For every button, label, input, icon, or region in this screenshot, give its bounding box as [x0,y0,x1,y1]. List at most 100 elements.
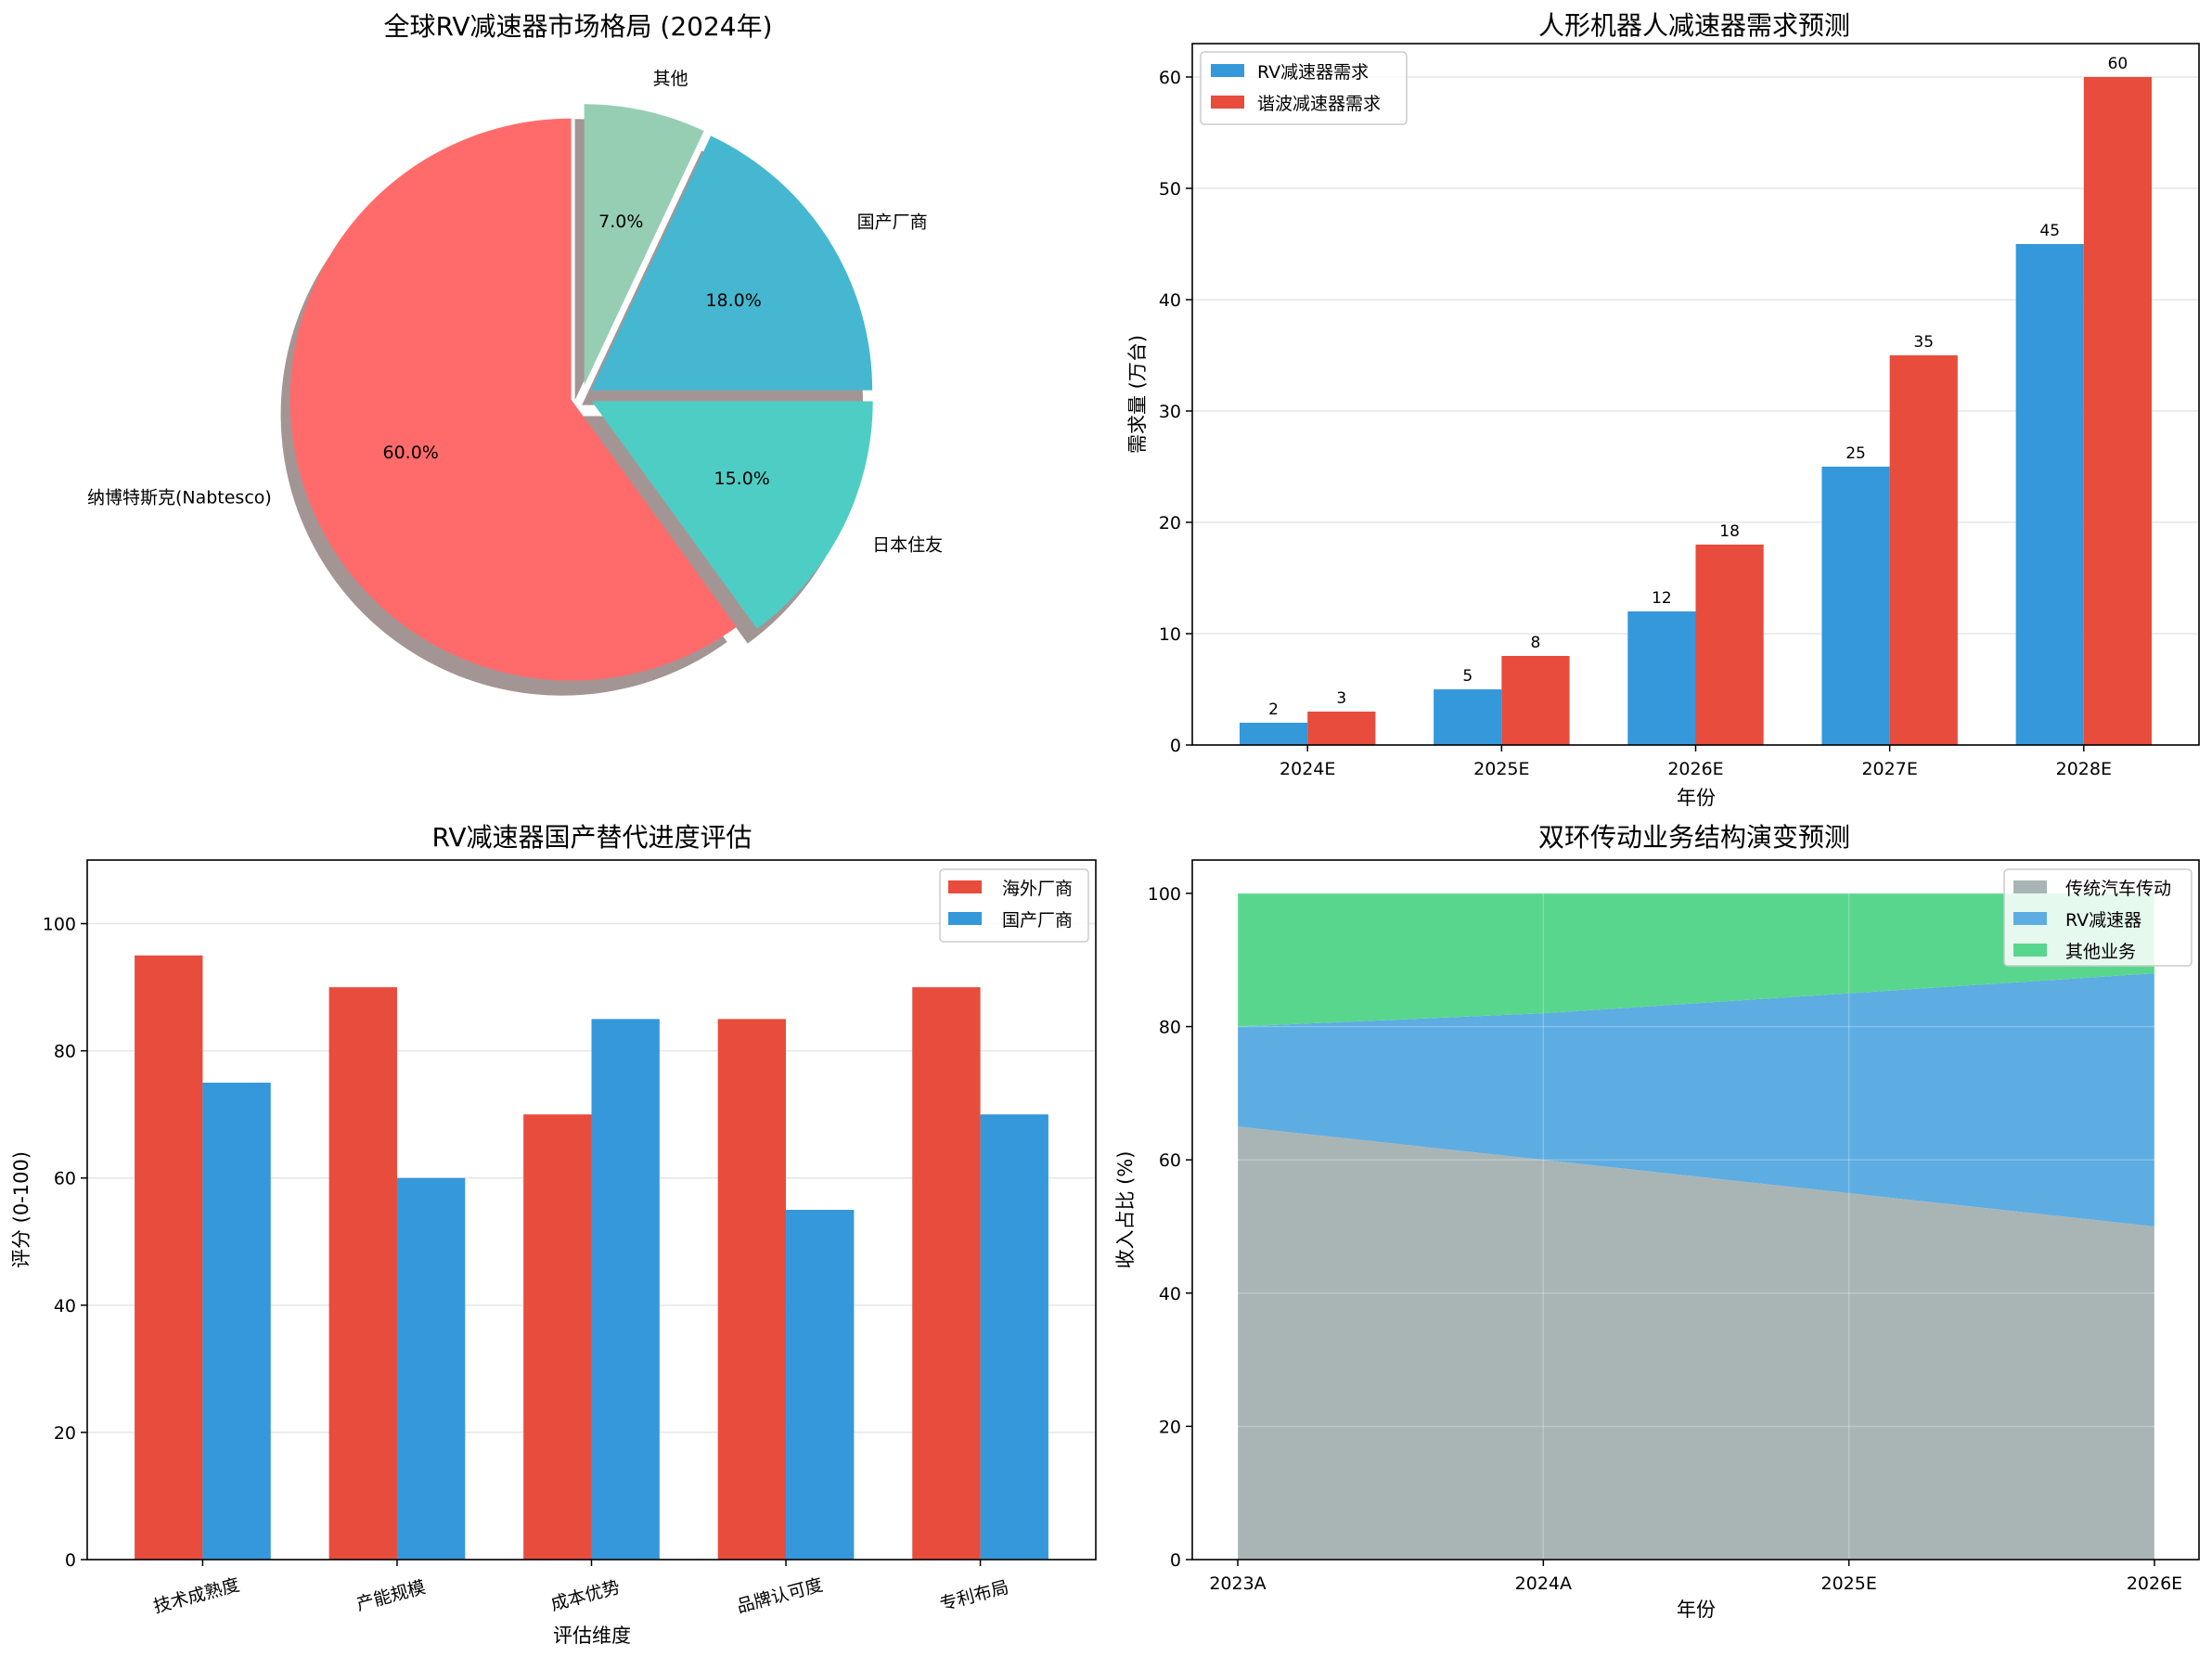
bar [1501,656,1570,745]
demand-title: 人形机器人减速器需求预测 [1538,10,1850,41]
bar [2083,77,2153,745]
legend-swatch-domestic [948,912,982,925]
x-tick-label: 2026E [2127,1574,2182,1594]
x-tick-label: 技术成熟度 [151,1574,241,1617]
legend-label-traditional: 传统汽车传动 [2065,879,2171,899]
demand-axes: 0 10 20 30 40 50 60 2024E 2025E 2026E 2027E 2028E [1159,68,2112,779]
bar-value-label: 2 [1268,700,1279,719]
y-tick-label: 80 [54,1042,76,1062]
bar [980,1114,1048,1560]
localization-ylabel: 评分 (0-100) [10,1151,32,1268]
bar-value-label: 8 [1531,634,1541,652]
bar-value-label: 3 [1336,689,1346,708]
bar [1307,712,1376,745]
y-tick-label: 100 [43,915,76,935]
y-tick-label: 40 [54,1296,76,1317]
pie-slice-label: 日本住友 [872,535,943,556]
y-tick-label: 40 [1159,290,1181,311]
x-tick-label: 2025E [1820,1574,1876,1594]
legend-label-overseas: 海外厂商 [1002,879,1073,899]
x-tick-label: 2023A [1209,1574,1266,1594]
bar-value-label: 12 [1652,589,1672,608]
structure-areas [1238,893,2154,1560]
legend-label-rv: RV减速器需求 [1257,62,1369,83]
legend-swatch-rv-reducer [2013,912,2047,925]
y-tick-label: 60 [1159,1150,1181,1171]
bar [1695,545,1764,745]
pie-slice [289,118,737,681]
y-tick-label: 20 [54,1423,76,1444]
bar [523,1114,592,1560]
legend-label-harmonic: 谐波减速器需求 [1257,94,1381,114]
structure-panel: 双环传动业务结构演变预测 0 20 40 60 80 100 2023A 2024A 2025E… [1114,822,2200,1621]
bar [2015,244,2084,745]
bar [591,1019,660,1560]
bar [202,1082,271,1560]
bar [396,1177,466,1560]
legend-swatch-other [2013,944,2047,957]
pie-pct-label: 7.0% [598,212,643,232]
x-tick-label: 成本优势 [548,1577,622,1615]
localization-panel: RV减速器国产替代进度评估 0 20 40 60 80 100 技术成熟度 产能规模 成本优势 品… [10,822,1097,1647]
structure-ylabel: 收入占比 (%) [1114,1150,1137,1268]
bar [1627,611,1696,745]
y-tick-label: 50 [1159,179,1181,199]
structure-legend: 传统汽车传动 RV减速器 其他业务 [2003,868,2193,967]
legend-swatch-rv [1211,64,1244,77]
pie-slice [591,135,873,391]
area-band [1238,893,2154,1027]
legend-swatch-traditional [2013,880,2047,893]
pie-slice-label: 国产厂商 [857,212,928,233]
bar [1821,467,1890,745]
x-tick-label: 2027E [1861,759,1917,779]
bar-value-label: 60 [2108,55,2128,73]
pie-slice-label: 其他 [653,69,688,89]
pie-pct-label: 15.0% [714,469,769,489]
y-tick-label: 60 [1159,68,1181,88]
legend-swatch-overseas [948,880,982,893]
localization-legend: 海外厂商 国产厂商 [939,868,1089,943]
bar [135,955,203,1560]
y-tick-label: 100 [1148,884,1181,905]
x-tick-label: 品牌认可度 [735,1574,825,1617]
y-tick-label: 0 [1170,1550,1181,1571]
localization-bars [135,955,1048,1560]
x-tick-label: 2026E [1667,759,1723,779]
y-tick-label: 0 [65,1550,76,1571]
pie-panel: 全球RV减速器市场格局 (2024年) 60.0% 纳博特斯克(Nabtesco)… [87,11,943,696]
bar [1889,355,1958,745]
y-tick-label: 0 [1170,736,1181,756]
pie-slice [584,104,704,386]
x-tick-label: 2024A [1515,1574,1572,1594]
bar [328,987,397,1560]
y-tick-label: 20 [1159,513,1181,533]
structure-axes: 0 20 40 60 80 100 2023A 2024A 2025E 2026E [1148,884,2182,1594]
pie-pct-label: 60.0% [383,443,439,463]
structure-frame [1191,859,2200,1561]
demand-legend: RV减速器需求 谐波减速器需求 [1200,51,1408,125]
area-band [1238,1126,2154,1560]
bar [1239,723,1308,745]
bar-value-label: 18 [1719,522,1740,541]
bar [786,1210,855,1560]
bar-value-label: 35 [1913,333,1934,352]
x-tick-label: 2028E [2056,759,2112,779]
pie-title: 全球RV减速器市场格局 (2024年) [383,11,772,42]
legend-label-other: 其他业务 [2065,942,2136,962]
x-tick-label: 专利布局 [937,1577,1010,1615]
y-tick-label: 80 [1159,1018,1181,1038]
pie-pct-label: 18.0% [705,290,761,311]
bar-value-label: 45 [2039,222,2060,240]
localization-xlabel: 评估维度 [553,1625,631,1647]
legend-label-rv-reducer: RV减速器 [2065,910,2141,931]
y-tick-label: 10 [1159,624,1181,645]
demand-ylabel: 需求量 (万台) [1126,335,1149,454]
x-tick-label: 2025E [1473,759,1529,779]
x-tick-label: 产能规模 [354,1577,428,1615]
y-tick-label: 20 [1159,1417,1181,1437]
y-tick-label: 60 [54,1169,76,1189]
bar-value-label: 5 [1462,667,1473,686]
bar-value-label: 25 [1845,444,1866,463]
